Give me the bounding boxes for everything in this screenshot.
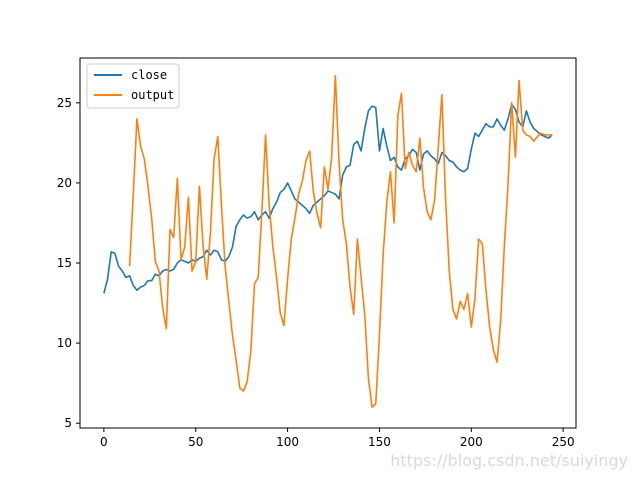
series-line-close <box>103 103 553 294</box>
series-layer <box>103 74 553 408</box>
x-tick-label: 0 <box>100 435 108 449</box>
series-line-output <box>128 74 553 408</box>
axis-ticks: 0 50 100 150 200 250 5 10 15 20 25 <box>57 96 575 449</box>
x-tick-label: 50 <box>188 435 203 449</box>
plot-frame <box>79 57 577 429</box>
x-tick-label: 250 <box>552 435 575 449</box>
y-tick-label: 25 <box>57 96 72 110</box>
watermark-text: https://blog.csdn.net/suiyingy <box>390 451 628 470</box>
x-tick-label: 150 <box>368 435 391 449</box>
x-tick-label: 100 <box>276 435 299 449</box>
x-tick-label: 200 <box>460 435 483 449</box>
legend-label-close: close <box>131 68 167 82</box>
legend: close output <box>86 63 180 109</box>
y-tick-label: 5 <box>64 416 72 430</box>
y-tick-label: 10 <box>57 336 72 350</box>
y-tick-label: 15 <box>57 256 72 270</box>
plot-area <box>80 58 576 428</box>
y-tick-label: 20 <box>57 176 72 190</box>
legend-label-output: output <box>131 88 174 102</box>
